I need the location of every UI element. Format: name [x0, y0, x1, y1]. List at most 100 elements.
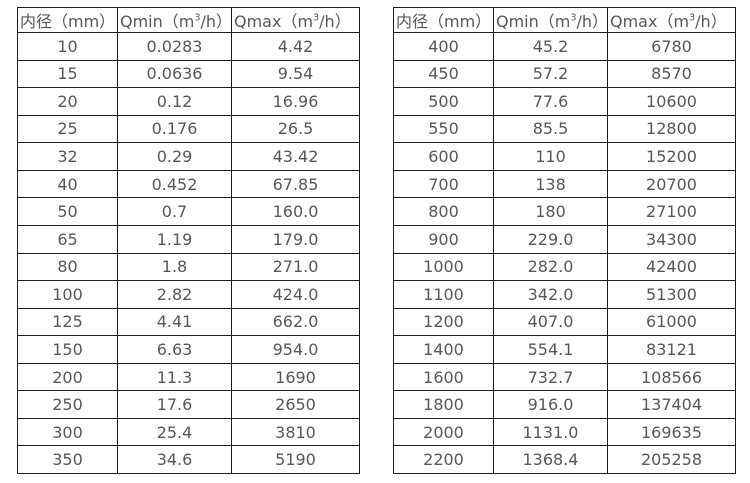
- cell-qmin: 0.176: [117, 114, 232, 144]
- cell-qmin: 2.82: [117, 280, 232, 309]
- cell-qmin: 57.2: [493, 59, 608, 89]
- cell-qmax: 179.0: [231, 224, 360, 254]
- header-qmax: Qmax（m3/h）: [607, 7, 736, 33]
- table-row: 65 1.19 179.0: [17, 224, 360, 254]
- table-row: 1000 282.0 42400: [393, 252, 736, 282]
- table-row: 300 25.4 3810: [17, 417, 360, 447]
- flow-table-large-diameters: 内径（mm） Qmin（m3/h） Qmax（m3/h） 400 45.2 6780…: [393, 7, 736, 474]
- table-row: 1200 407.0 61000: [393, 307, 736, 337]
- cell-qmin: 0.0636: [117, 59, 232, 89]
- cell-qmin: 17.6: [117, 390, 232, 419]
- cell-diameter: 700: [393, 169, 494, 199]
- header-text: 内径（mm）: [20, 12, 116, 31]
- header-qmax: Qmax（m3/h）: [231, 7, 360, 33]
- header-text: 内径（mm）: [396, 12, 492, 31]
- cell-diameter: 1800: [393, 390, 494, 419]
- cell-qmax: 34300: [607, 224, 736, 254]
- table-row: 450 57.2 8570: [393, 59, 736, 89]
- table-row: 400 45.2 6780: [393, 32, 736, 61]
- cell-qmax: 42400: [607, 252, 736, 282]
- table-row: 500 77.6 10600: [393, 87, 736, 116]
- table-row: 20 0.12 16.96: [17, 87, 360, 116]
- table-row: 125 4.41 662.0: [17, 307, 360, 337]
- cell-qmax: 271.0: [231, 252, 360, 282]
- flow-table-small-diameters: 内径（mm） Qmin（m3/h） Qmax（m3/h） 10 0.0283 4.4…: [17, 7, 360, 474]
- cell-qmax: 1690: [231, 362, 360, 392]
- cell-qmin: 110: [493, 142, 608, 171]
- cell-diameter: 1000: [393, 252, 494, 282]
- cell-qmin: 554.1: [493, 335, 608, 364]
- cell-diameter: 2000: [393, 417, 494, 447]
- cell-diameter: 125: [17, 307, 118, 337]
- cell-qmax: 424.0: [231, 280, 360, 309]
- cell-diameter: 32: [17, 142, 118, 171]
- cell-qmax: 160.0: [231, 197, 360, 226]
- cell-qmin: 0.0283: [117, 32, 232, 61]
- cell-qmin: 85.5: [493, 114, 608, 144]
- cell-qmax: 2650: [231, 390, 360, 419]
- cell-qmax: 83121: [607, 335, 736, 364]
- cell-diameter: 15: [17, 59, 118, 89]
- cell-qmin: 34.6: [117, 445, 232, 474]
- table-row: 1400 554.1 83121: [393, 335, 736, 364]
- cell-diameter: 400: [393, 32, 494, 61]
- cell-qmin: 342.0: [493, 280, 608, 309]
- header-text: Qmin（m: [120, 12, 195, 31]
- cell-qmax: 8570: [607, 59, 736, 89]
- table-body: 400 45.2 6780 450 57.2 8570 500 77.6 10600 550 85.…: [393, 32, 736, 474]
- cell-qmin: 11.3: [117, 362, 232, 392]
- cell-qmax: 5190: [231, 445, 360, 474]
- table-row: 250 17.6 2650: [17, 390, 360, 419]
- cell-qmax: 16.96: [231, 87, 360, 116]
- cell-qmin: 77.6: [493, 87, 608, 116]
- cell-qmin: 229.0: [493, 224, 608, 254]
- cell-diameter: 65: [17, 224, 118, 254]
- cell-qmin: 0.29: [117, 142, 232, 171]
- cell-qmax: 43.42: [231, 142, 360, 171]
- header-text: /h）: [319, 12, 351, 31]
- cell-qmin: 732.7: [493, 362, 608, 392]
- cell-qmax: 51300: [607, 280, 736, 309]
- cell-qmin: 282.0: [493, 252, 608, 282]
- table-row: 80 1.8 271.0: [17, 252, 360, 282]
- cell-diameter: 1600: [393, 362, 494, 392]
- table-row: 900 229.0 34300: [393, 224, 736, 254]
- cell-diameter: 1400: [393, 335, 494, 364]
- cell-diameter: 550: [393, 114, 494, 144]
- cell-qmax: 20700: [607, 169, 736, 199]
- cell-qmin: 1368.4: [493, 445, 608, 474]
- cell-qmax: 10600: [607, 87, 736, 116]
- cell-diameter: 1100: [393, 280, 494, 309]
- cell-qmax: 662.0: [231, 307, 360, 337]
- cell-qmax: 4.42: [231, 32, 360, 61]
- header-superscript: 3: [570, 12, 577, 24]
- header-superscript: 3: [689, 12, 696, 24]
- header-text: Qmax（m: [234, 12, 314, 31]
- cell-qmin: 25.4: [117, 417, 232, 447]
- cell-qmax: 954.0: [231, 335, 360, 364]
- table-row: 40 0.452 67.85: [17, 169, 360, 199]
- table-row: 350 34.6 5190: [17, 445, 360, 474]
- header-diameter: 内径（mm）: [393, 7, 494, 33]
- table-row: 1100 342.0 51300: [393, 280, 736, 309]
- cell-qmax: 3810: [231, 417, 360, 447]
- header-qmin: Qmin（m3/h）: [493, 7, 608, 33]
- table-row: 100 2.82 424.0: [17, 280, 360, 309]
- table-row: 800 180 27100: [393, 197, 736, 226]
- table-body: 10 0.0283 4.42 15 0.0636 9.54 20 0.12 16.96 25 0.1…: [17, 32, 360, 474]
- cell-qmin: 4.41: [117, 307, 232, 337]
- header-row: 内径（mm） Qmin（m3/h） Qmax（m3/h）: [393, 7, 736, 33]
- cell-diameter: 20: [17, 87, 118, 116]
- cell-qmin: 1.19: [117, 224, 232, 254]
- table-row: 150 6.63 954.0: [17, 335, 360, 364]
- header-superscript: 3: [313, 12, 320, 24]
- cell-qmin: 0.12: [117, 87, 232, 116]
- cell-qmin: 1.8: [117, 252, 232, 282]
- cell-qmax: 15200: [607, 142, 736, 171]
- header-text: /h）: [576, 12, 608, 31]
- cell-qmin: 45.2: [493, 32, 608, 61]
- cell-diameter: 600: [393, 142, 494, 171]
- cell-qmax: 108566: [607, 362, 736, 392]
- cell-diameter: 2200: [393, 445, 494, 474]
